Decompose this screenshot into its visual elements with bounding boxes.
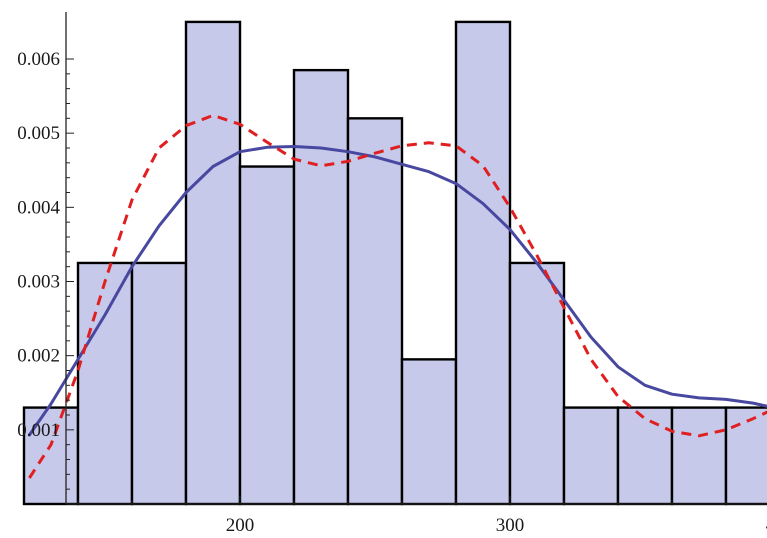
histogram-bar [22,406,80,506]
x-tick-label: 300 [496,515,525,536]
dashed-density-curve [28,113,767,479]
histogram-bar [454,20,512,506]
histogram-bar [670,406,728,506]
histogram-bar [400,358,458,506]
histogram-bar [184,20,242,506]
histogram-bar [508,261,566,506]
y-tick-label: 0.002 [17,346,60,367]
histogram-bar [292,68,350,506]
y-tick-label: 0.003 [17,272,60,293]
y-tick-label: 0.001 [17,420,60,441]
solid-density-curve [27,145,767,437]
x-tick-label: 400 [766,515,767,536]
y-tick-label: 0.006 [17,49,60,70]
y-tick-label: 0.005 [17,123,60,144]
histogram-bar [724,406,767,506]
histogram-bar [130,261,188,506]
density-curves [27,113,767,479]
histogram-bar [562,406,620,506]
histogram-bar [346,117,404,506]
y-tick-label: 0.004 [17,197,60,218]
x-axis-ticks: 200300400500 [77,496,767,536]
histogram-bar [616,406,674,506]
histogram-bar [238,165,296,506]
histogram-bars [22,20,767,506]
axes: 200300400500 0.0010.0020.0030.0040.0050.… [17,12,767,536]
x-tick-label: 200 [226,515,255,536]
histogram-bar [76,261,134,506]
y-axis-ticks: 0.001 0.002 0.003 0.004 0.005 0.006 [17,49,74,490]
